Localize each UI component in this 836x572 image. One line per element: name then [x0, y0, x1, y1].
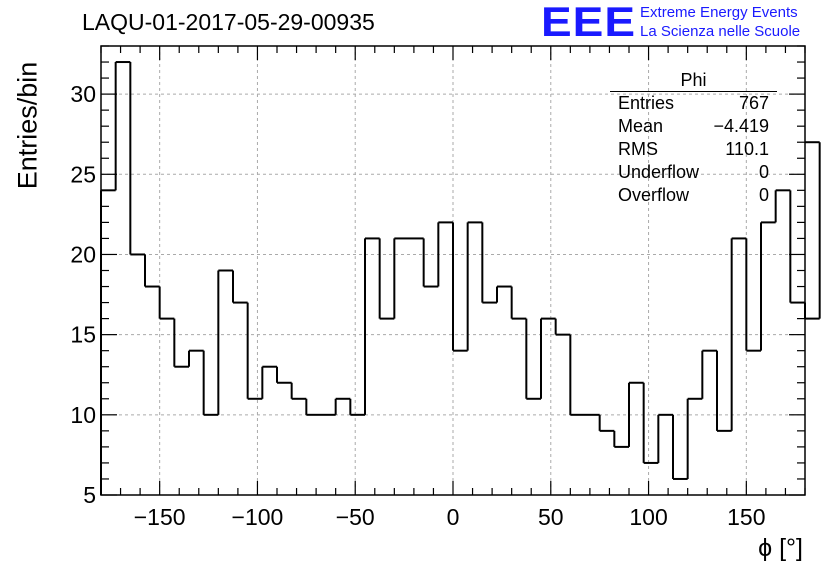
- stats-label: Entries: [618, 93, 675, 113]
- x-tick-label: 100: [629, 504, 667, 530]
- x-tick-label: −100: [232, 504, 284, 530]
- stats-value: −4.419: [713, 116, 769, 136]
- y-tick-label: 30: [70, 81, 96, 107]
- y-tick-label: 25: [70, 161, 96, 187]
- stats-row-overflow: Overflow 0: [610, 184, 777, 207]
- stats-value: 0: [758, 185, 769, 205]
- x-tick-label: 0: [447, 504, 460, 530]
- stats-title: Phi: [610, 70, 777, 92]
- stats-box: Phi Entries 767 Mean −4.419 RMS 110.1 Un…: [610, 70, 777, 207]
- y-axis-label-text: Entries/bin: [12, 61, 43, 190]
- y-tick-label: 15: [70, 322, 96, 348]
- stats-label: RMS: [618, 139, 658, 159]
- y-tick-label: 5: [83, 482, 96, 508]
- stats-row-underflow: Underflow 0: [610, 161, 777, 184]
- eee-logo: EEE Extreme Energy Events La Scienza nel…: [541, 1, 800, 47]
- x-tick-label: 150: [727, 504, 765, 530]
- stats-row-rms: RMS 110.1: [610, 138, 777, 161]
- stats-label: Overflow: [618, 185, 690, 205]
- x-tick-label: −50: [336, 504, 375, 530]
- chart-title: LAQU-01-2017-05-29-00935: [82, 9, 375, 35]
- x-tick-label: 50: [538, 504, 564, 530]
- stats-value: 0: [758, 162, 769, 182]
- stats-label: Mean: [618, 116, 664, 136]
- stats-label: Underflow: [618, 162, 700, 182]
- stats-value: 767: [738, 93, 769, 113]
- logo-line-1: Extreme Energy Events: [640, 4, 798, 21]
- logo-text: Extreme Energy Events La Scienza nelle S…: [640, 3, 800, 41]
- logo-mark: EEE: [541, 0, 637, 46]
- x-tick-label: −150: [134, 504, 186, 530]
- logo-line-2: La Scienza nelle Scuole: [640, 23, 801, 40]
- stats-row-mean: Mean −4.419: [610, 115, 777, 138]
- stats-value: 110.1: [725, 139, 769, 159]
- stats-row-entries: Entries 767: [610, 92, 777, 115]
- y-tick-label: 20: [70, 241, 96, 267]
- y-tick-label: 10: [70, 402, 96, 428]
- x-axis-label: ϕ [°]: [758, 534, 803, 562]
